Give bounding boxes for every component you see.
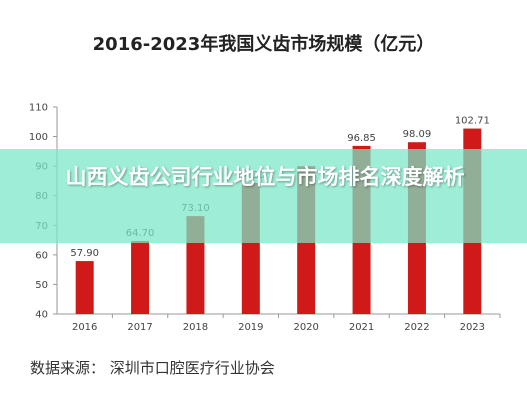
data-label: 57.90 <box>70 248 99 259</box>
x-tick-label: 2016 <box>72 322 97 333</box>
banner-text: 山西义齿公司行业地位与市场排名深度解析 <box>65 165 465 189</box>
x-tick-label: 2017 <box>127 322 152 333</box>
y-tick-label: 100 <box>29 132 48 143</box>
x-tick-label: 2022 <box>404 322 429 333</box>
x-tick-label: 2023 <box>460 322 485 333</box>
y-tick-label: 60 <box>35 250 48 261</box>
x-tick-label: 2018 <box>183 322 208 333</box>
data-label: 96.85 <box>347 133 376 144</box>
x-tick-label: 2019 <box>238 322 263 333</box>
x-tick-label: 2020 <box>293 322 318 333</box>
data-label: 102.71 <box>455 116 490 127</box>
banner-overlay: 山西义齿公司行业地位与市场排名深度解析 <box>0 149 527 243</box>
bar <box>131 240 150 314</box>
y-tick-label: 40 <box>35 310 48 321</box>
y-tick-label: 50 <box>35 280 48 291</box>
data-label: 98.09 <box>403 129 432 140</box>
y-tick-label: 110 <box>29 103 48 114</box>
x-tick-label: 2021 <box>349 322 374 333</box>
source-note: 数据来源： 深圳市口腔医疗行业协会 <box>30 359 275 377</box>
chart-title: 2016-2023年我国义齿市场规模（亿元） <box>92 34 435 55</box>
bar <box>75 261 94 314</box>
